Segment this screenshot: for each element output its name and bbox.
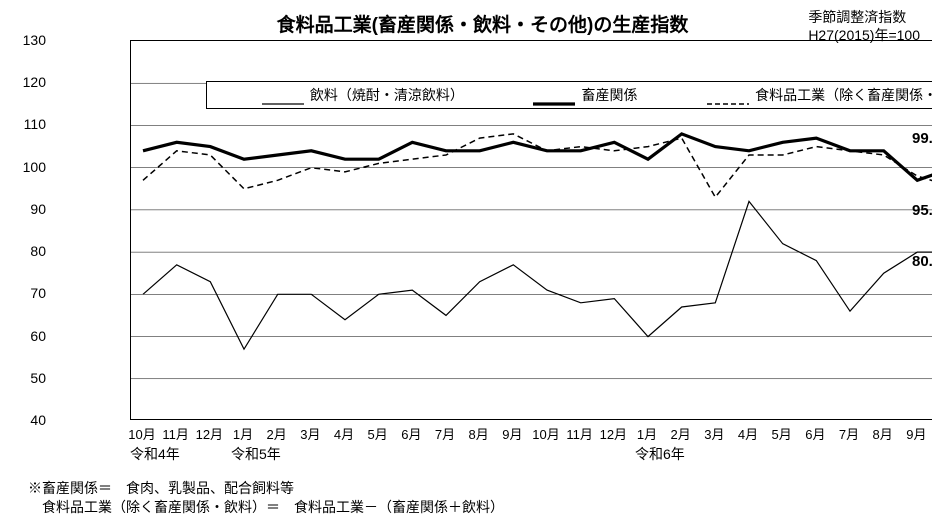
subtitle-line2: H27(2015)年=100: [808, 26, 920, 44]
footnotes: ※畜産関係＝ 食肉、乳製品、配合飼料等 食料品工業（除く畜産関係・飲料）＝ 食料…: [28, 479, 504, 518]
era-label: 令和4年: [130, 444, 180, 464]
y-tick-label: 60: [16, 328, 46, 344]
footnote-1: ※畜産関係＝ 食肉、乳製品、配合飼料等: [28, 479, 504, 499]
series-end-label: 80.0: [912, 253, 932, 270]
x-tick-label: 11月: [566, 424, 593, 443]
x-tick-label: 9月: [906, 424, 926, 443]
x-tick-label: 7月: [435, 424, 455, 443]
legend-item-1: 飲料（焼酎・清涼飲料）: [262, 85, 464, 105]
y-tick-label: 40: [16, 412, 46, 428]
y-tick-label: 50: [16, 370, 46, 386]
y-tick-label: 120: [16, 74, 46, 90]
legend-label-1: 飲料（焼酎・清涼飲料）: [310, 85, 464, 105]
chart-title: 食料品工業(畜産関係・飲料・その他)の生産指数: [55, 10, 910, 37]
y-tick-label: 130: [16, 32, 46, 48]
x-tick-label: 1月: [637, 424, 657, 443]
legend-label-2: 畜産関係: [581, 85, 637, 105]
x-tick-label: 6月: [805, 424, 825, 443]
legend: 飲料（焼酎・清涼飲料） 畜産関係 食料品工業（除く畜産関係・飲料）: [206, 81, 932, 109]
x-tick-label: 2月: [671, 424, 691, 443]
x-tick-label: 5月: [772, 424, 792, 443]
legend-item-3: 食料品工業（除く畜産関係・飲料）: [707, 85, 932, 105]
legend-line-1: [262, 94, 304, 96]
x-tick-label: 11月: [162, 424, 189, 443]
y-tick-label: 110: [16, 116, 46, 132]
x-tick-label: 1月: [233, 424, 253, 443]
era-label: 令和5年: [231, 444, 281, 464]
y-tick-label: 70: [16, 285, 46, 301]
x-tick-label: 9月: [502, 424, 522, 443]
legend-line-2: [533, 94, 575, 96]
x-tick-label: 4月: [334, 424, 354, 443]
plot-area: 飲料（焼酎・清涼飲料） 畜産関係 食料品工業（除く畜産関係・飲料）: [130, 40, 932, 420]
x-tick-label: 12月: [196, 424, 223, 443]
x-tick-label: 2月: [267, 424, 287, 443]
x-tick-label: 8月: [469, 424, 489, 443]
x-tick-label: 5月: [368, 424, 388, 443]
y-tick-label: 80: [16, 243, 46, 259]
x-tick-label: 12月: [600, 424, 627, 443]
x-tick-label: 8月: [873, 424, 893, 443]
x-tick-label: 7月: [839, 424, 859, 443]
x-tick-label: 3月: [300, 424, 320, 443]
x-tick-label: 10月: [532, 424, 559, 443]
series-end-label: 95.6: [912, 202, 932, 219]
chart-container: 食料品工業(畜産関係・飲料・その他)の生産指数 飲料（焼酎・清涼飲料） 畜産関係…: [55, 10, 910, 460]
footnote-2: 食料品工業（除く畜産関係・飲料）＝ 食料品工業－（畜産関係＋飲料）: [28, 498, 504, 518]
y-tick-label: 90: [16, 201, 46, 217]
x-tick-label: 4月: [738, 424, 758, 443]
legend-label-3: 食料品工業（除く畜産関係・飲料）: [755, 85, 932, 105]
x-tick-label: 6月: [401, 424, 421, 443]
x-tick-label: 3月: [704, 424, 724, 443]
x-tick-label: 10月: [128, 424, 155, 443]
y-tick-label: 100: [16, 159, 46, 175]
legend-line-3: [707, 94, 749, 96]
series-end-label: 99.8: [912, 130, 932, 147]
legend-item-2: 畜産関係: [533, 85, 637, 105]
era-label: 令和6年: [635, 444, 685, 464]
subtitle: 季節調整済指数 H27(2015)年=100: [808, 8, 920, 44]
subtitle-line1: 季節調整済指数: [808, 8, 920, 26]
